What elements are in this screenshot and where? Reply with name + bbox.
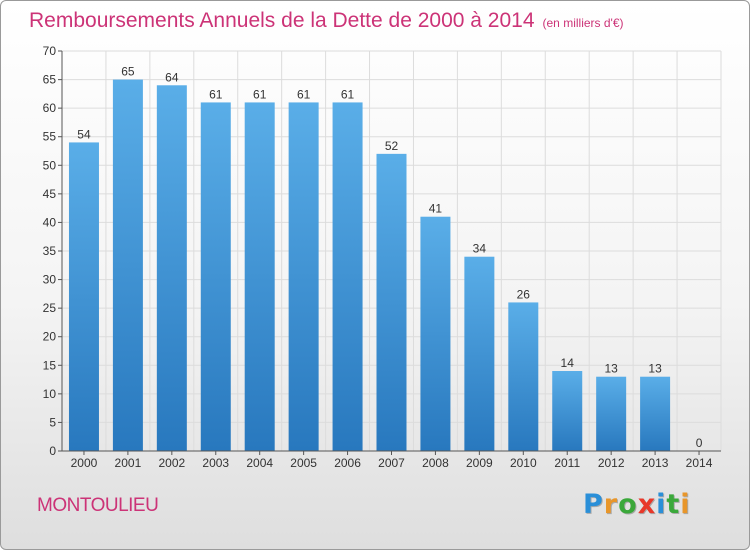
- data-label: 41: [429, 202, 443, 216]
- y-tick-label: 50: [43, 158, 57, 172]
- bar: [244, 102, 275, 451]
- y-tick-label: 40: [43, 215, 57, 229]
- bar: [552, 371, 583, 451]
- y-tick-label: 45: [43, 187, 57, 201]
- x-tick-label: 2001: [115, 456, 142, 470]
- chart-title: Remboursements Annuels de la Dette de 20…: [29, 9, 624, 33]
- x-tick-label: 2003: [202, 456, 229, 470]
- bar: [332, 102, 363, 451]
- x-tick-label: 2007: [378, 456, 405, 470]
- x-tick-label: 2005: [290, 456, 317, 470]
- x-tick-label: 2000: [71, 456, 98, 470]
- x-tick-labels: 2000 2001 2002 2003 2004 2005 2006 2007 2008 2009…: [71, 456, 713, 470]
- y-tick-label: 70: [43, 44, 57, 58]
- commune-name: MONTOULIEU: [37, 495, 159, 516]
- data-label: 61: [341, 87, 355, 101]
- y-tick-labels: 0 5 10 15 20 25 30 35 40 45 50 55 60 65 70: [43, 44, 57, 458]
- bar: [420, 216, 451, 451]
- chart-title-text: Remboursements Annuels de la Dette de 20…: [29, 9, 535, 32]
- y-tick-label: 20: [43, 330, 57, 344]
- bar: [508, 302, 539, 451]
- data-label: 26: [517, 287, 531, 301]
- x-tick-label: 2010: [510, 456, 537, 470]
- bar: [288, 102, 319, 451]
- bar: [464, 256, 495, 451]
- y-tick-label: 65: [43, 73, 57, 87]
- logo-letter: P: [583, 489, 604, 520]
- x-tick-label: 2009: [466, 456, 493, 470]
- data-label: 54: [77, 127, 91, 141]
- bar: [200, 102, 231, 451]
- x-tick-label: 2012: [598, 456, 625, 470]
- y-tick-label: 55: [43, 130, 57, 144]
- y-tick-label: 35: [43, 244, 57, 258]
- logo-letter: o: [618, 489, 638, 520]
- x-tick-label: 2013: [642, 456, 669, 470]
- y-tick-label: 60: [43, 101, 57, 115]
- data-label: 52: [385, 139, 399, 153]
- bar: [640, 376, 671, 451]
- logo-letter: t: [666, 489, 681, 520]
- data-label: 13: [648, 362, 662, 376]
- proxiti-logo: Proxiti: [583, 489, 691, 520]
- bars: [68, 79, 671, 452]
- logo-letter: r: [603, 489, 619, 520]
- data-labels: 54 65 64 61 61 61 61 52 41 34 26 14 13 13 0: [77, 65, 702, 450]
- x-tick-label: 2008: [422, 456, 449, 470]
- bar: [156, 85, 187, 452]
- data-label: 65: [121, 65, 135, 79]
- y-tick-label: 30: [43, 273, 57, 287]
- x-tick-label: 2004: [246, 456, 273, 470]
- x-tick-label: 2014: [686, 456, 713, 470]
- data-label: 61: [209, 87, 223, 101]
- bar: [112, 79, 143, 452]
- chart-subtitle: (en milliers d'€): [542, 16, 624, 30]
- y-tick-label: 10: [43, 387, 57, 401]
- data-label: 13: [604, 362, 618, 376]
- y-tick-label: 15: [43, 358, 57, 372]
- y-tick-label: 0: [49, 444, 56, 458]
- logo-letter: i: [656, 489, 667, 520]
- y-tick-label: 25: [43, 301, 57, 315]
- bar: [376, 153, 407, 451]
- logo-letter: x: [637, 489, 657, 520]
- data-label: 34: [473, 242, 487, 256]
- data-label: 0: [696, 436, 703, 450]
- data-label: 64: [165, 70, 179, 84]
- data-label: 14: [561, 356, 575, 370]
- logo-letter: i: [680, 489, 691, 520]
- x-tick-label: 2002: [158, 456, 185, 470]
- axes: [58, 50, 721, 455]
- x-tick-label: 2006: [334, 456, 361, 470]
- data-label: 61: [253, 87, 267, 101]
- x-tick-label: 2011: [554, 456, 580, 470]
- y-tick-label: 5: [49, 415, 56, 429]
- bar: [68, 142, 99, 451]
- data-label: 61: [297, 87, 311, 101]
- bar: [596, 376, 627, 451]
